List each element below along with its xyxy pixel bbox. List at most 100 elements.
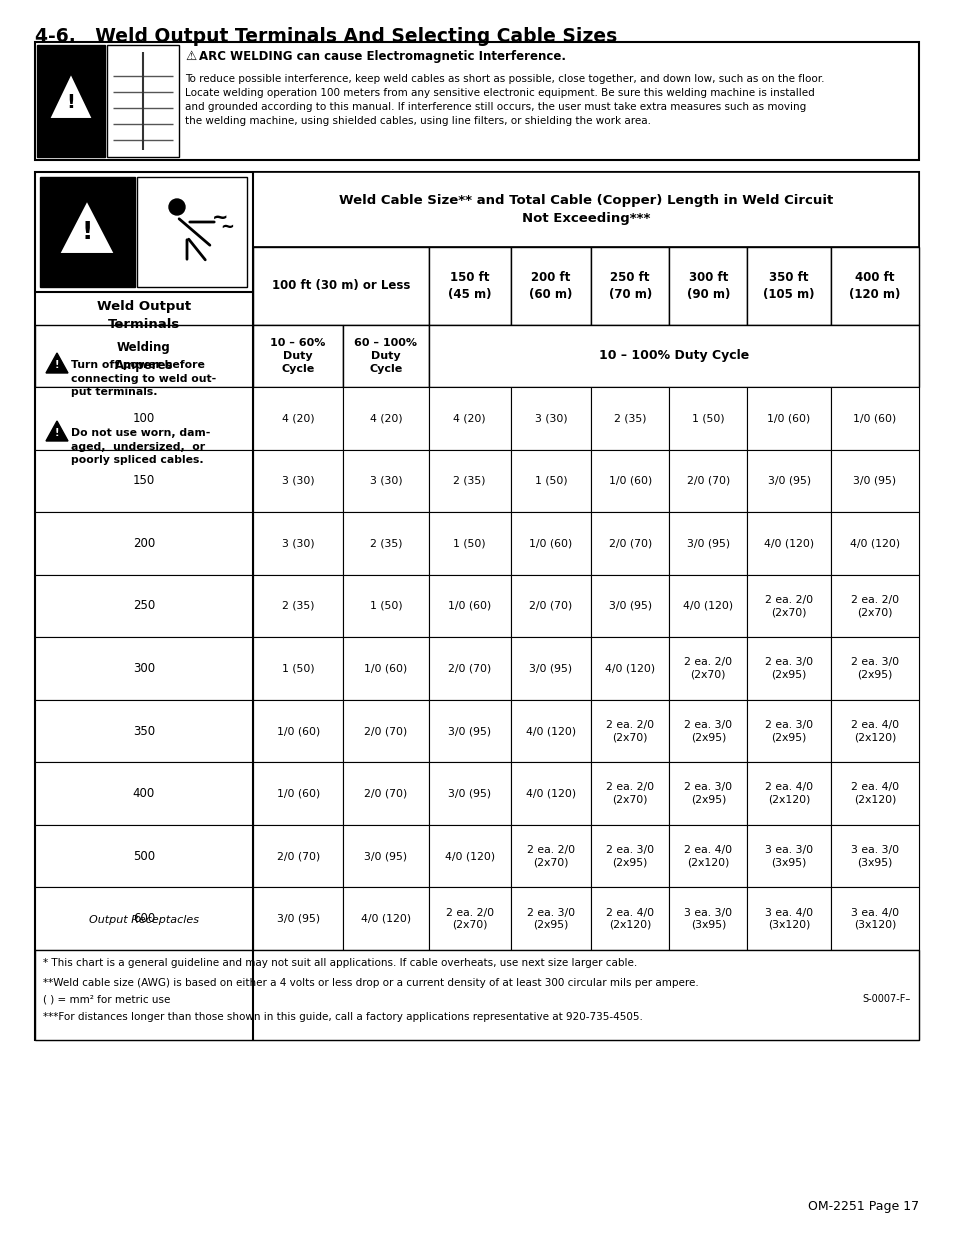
Bar [747,513,830,574]
Bar [343,888,428,950]
Bar [669,637,747,700]
Bar [428,325,918,387]
Text: Turn off power before
connecting to weld out-
put terminals.: Turn off power before connecting to weld… [71,359,216,398]
Bar [35,700,253,762]
Text: !: ! [81,220,92,245]
Text: 350 ft
(105 m): 350 ft (105 m) [762,270,814,301]
Text: 3/0 (95): 3/0 (95) [448,789,491,799]
Text: 3/0 (95): 3/0 (95) [608,601,651,611]
Bar [253,762,343,825]
Bar [35,637,253,700]
Bar [35,450,253,513]
Text: Weld Output
Terminals: Weld Output Terminals [97,300,191,331]
Text: 1 (50): 1 (50) [281,663,314,673]
Text: 2 ea. 4/0
(2x120): 2 ea. 4/0 (2x120) [850,720,898,742]
Text: 2 ea. 2/0
(2x70): 2 ea. 2/0 (2x70) [605,783,654,805]
Text: 4-6.   Weld Output Terminals And Selecting Cable Sizes: 4-6. Weld Output Terminals And Selecting… [35,27,617,46]
Bar [669,574,747,637]
Bar [428,574,510,637]
Text: 2/0 (70): 2/0 (70) [276,851,319,861]
Text: 4/0 (120): 4/0 (120) [525,789,576,799]
Bar [830,637,918,700]
Text: ARC WELDING can cause Electromagnetic Interference.: ARC WELDING can cause Electromagnetic In… [199,49,565,63]
Text: 1/0 (60): 1/0 (60) [529,538,572,548]
Text: * This chart is a general guideline and may not suit all applications. If cable : * This chart is a general guideline and … [43,958,637,968]
Text: 4/0 (120): 4/0 (120) [682,601,733,611]
Text: 2 ea. 3/0
(2x95): 2 ea. 3/0 (2x95) [683,720,732,742]
Text: 2/0 (70): 2/0 (70) [686,475,729,485]
Text: 400: 400 [132,787,155,800]
Text: 100 ft (30 m) or Less: 100 ft (30 m) or Less [272,279,410,293]
Text: 3/0 (95): 3/0 (95) [767,475,810,485]
Bar [669,825,747,888]
Bar [747,387,830,450]
Bar [343,450,428,513]
Text: 2 ea. 2/0
(2x70): 2 ea. 2/0 (2x70) [683,657,732,679]
Bar [747,247,830,325]
Text: 1/0 (60): 1/0 (60) [852,414,896,424]
Text: 1/0 (60): 1/0 (60) [276,789,319,799]
Bar [510,574,591,637]
Text: 2 ea. 4/0
(2x120): 2 ea. 4/0 (2x120) [764,783,812,805]
Text: 400 ft
(120 m): 400 ft (120 m) [848,270,900,301]
Bar [669,387,747,450]
Bar [253,513,343,574]
Text: 250: 250 [132,599,155,613]
Bar [35,172,918,1040]
Text: !: ! [67,93,75,112]
Bar [830,387,918,450]
Text: 1 (50): 1 (50) [453,538,485,548]
Bar [747,450,830,513]
Text: To reduce possible interference, keep weld cables as short as possible, close to: To reduce possible interference, keep we… [185,74,823,126]
Text: 2 (35): 2 (35) [281,601,314,611]
Bar [107,44,179,157]
Bar [747,637,830,700]
Text: Welding
Amperes: Welding Amperes [114,341,173,372]
Bar [669,762,747,825]
Bar [253,387,343,450]
Bar [35,513,253,574]
Text: ( ) = mm² for metric use: ( ) = mm² for metric use [43,994,171,1004]
Bar [510,637,591,700]
Bar [428,247,510,325]
Bar [510,762,591,825]
Bar [253,450,343,513]
Bar [428,888,510,950]
Text: 500: 500 [132,850,155,863]
Bar [343,387,428,450]
Bar [428,700,510,762]
Text: 3 (30): 3 (30) [281,475,314,485]
Text: 3 ea. 3/0
(3x95): 3 ea. 3/0 (3x95) [683,908,732,930]
Text: 60 – 100%
Duty
Cycle: 60 – 100% Duty Cycle [354,338,417,374]
Bar [253,888,343,950]
Bar [591,513,669,574]
Text: 2 ea. 3/0
(2x95): 2 ea. 3/0 (2x95) [850,657,898,679]
Text: 2/0 (70): 2/0 (70) [608,538,651,548]
Text: 4/0 (120): 4/0 (120) [763,538,813,548]
Bar [510,825,591,888]
Polygon shape [59,200,115,254]
Text: 2 ea. 2/0
(2x70): 2 ea. 2/0 (2x70) [526,845,575,867]
Text: 2 ea. 3/0
(2x95): 2 ea. 3/0 (2x95) [683,783,732,805]
Bar [35,42,918,161]
Text: 3/0 (95): 3/0 (95) [276,914,319,924]
Bar [510,700,591,762]
Text: **Weld cable size (AWG) is based on either a 4 volts or less drop or a current d: **Weld cable size (AWG) is based on eith… [43,978,698,988]
Bar [830,574,918,637]
Bar [669,247,747,325]
Text: 2 ea. 4/0
(2x120): 2 ea. 4/0 (2x120) [605,908,654,930]
Text: 2 ea. 4/0
(2x120): 2 ea. 4/0 (2x120) [850,783,898,805]
Text: 250 ft
(70 m): 250 ft (70 m) [608,270,651,301]
Text: S-0007-F–: S-0007-F– [862,994,910,1004]
Text: 2/0 (70): 2/0 (70) [529,601,572,611]
Text: 3 (30): 3 (30) [534,414,567,424]
Bar [35,325,253,387]
Bar [137,177,247,287]
Bar [591,247,669,325]
Text: 3 ea. 3/0
(3x95): 3 ea. 3/0 (3x95) [850,845,898,867]
Bar [591,888,669,950]
Bar [35,825,253,888]
Bar [428,387,510,450]
Text: 2/0 (70): 2/0 (70) [448,663,491,673]
Bar [830,700,918,762]
